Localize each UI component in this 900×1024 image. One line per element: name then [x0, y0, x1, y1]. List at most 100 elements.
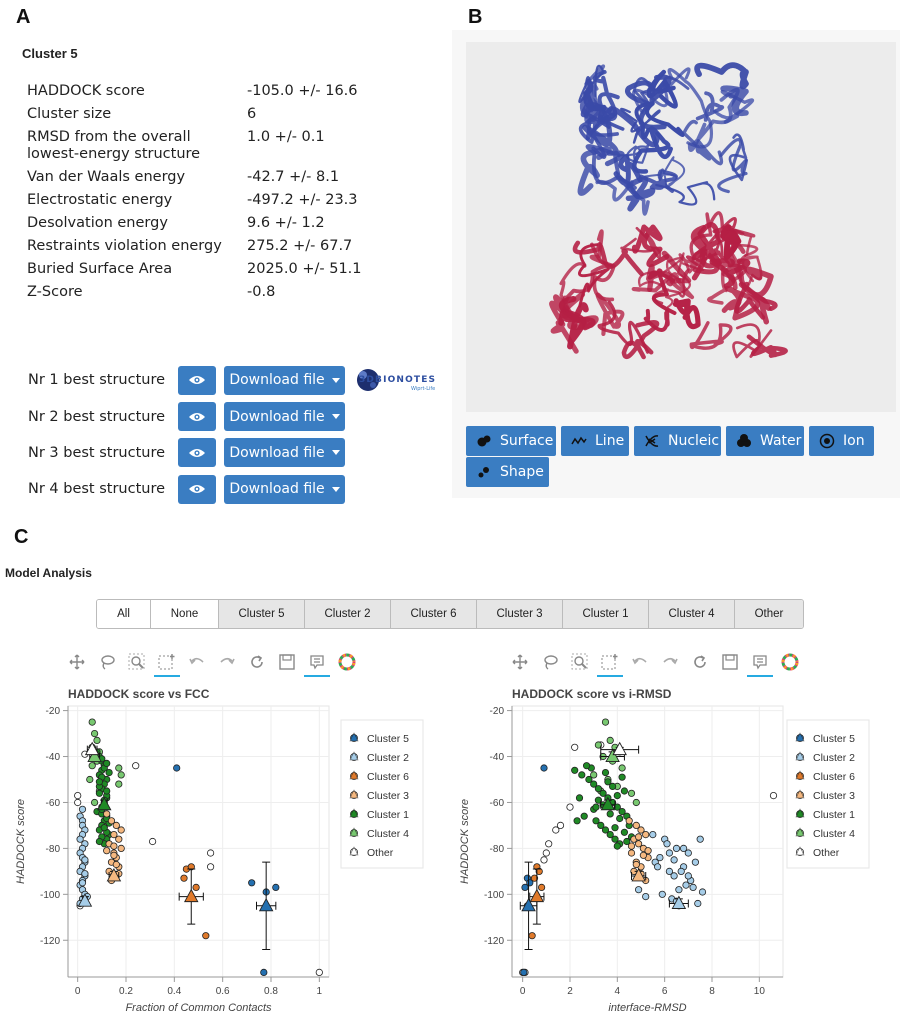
- redo-tool[interactable]: [655, 650, 685, 674]
- point-cluster-3[interactable]: [632, 860, 640, 869]
- point-cluster-1[interactable]: [571, 766, 579, 774]
- point-cluster-4[interactable]: [606, 736, 614, 745]
- point-cluster-1[interactable]: [103, 787, 111, 795]
- legend-entry[interactable]: Cluster 6: [813, 771, 855, 783]
- mean-marker-cluster-2[interactable]: [77, 893, 93, 907]
- box-select-tool[interactable]: [152, 650, 182, 677]
- rep-button-nucleic[interactable]: Nucleic: [634, 426, 721, 456]
- point-cluster-1[interactable]: [601, 826, 610, 834]
- download-file-button[interactable]: Download file: [224, 474, 345, 504]
- point-other[interactable]: [566, 803, 574, 811]
- point-cluster-1[interactable]: [613, 803, 621, 811]
- point-cluster-6[interactable]: [528, 932, 536, 940]
- lasso-tool[interactable]: [92, 650, 122, 674]
- point-cluster-2[interactable]: [76, 835, 84, 843]
- point-cluster-2[interactable]: [684, 872, 692, 880]
- point-cluster-3[interactable]: [642, 831, 650, 839]
- point-cluster-2[interactable]: [81, 870, 89, 878]
- point-cluster-2[interactable]: [665, 867, 673, 875]
- mean-marker-cluster-6[interactable]: [529, 888, 545, 903]
- point-cluster-3[interactable]: [103, 810, 111, 818]
- bokeh-logo-tool[interactable]: [775, 650, 805, 674]
- point-cluster-4[interactable]: [115, 764, 123, 772]
- legend-entry[interactable]: Cluster 2: [813, 752, 855, 764]
- point-cluster-5[interactable]: [260, 968, 268, 976]
- point-cluster-2[interactable]: [663, 840, 671, 848]
- point-cluster-4[interactable]: [627, 789, 636, 797]
- point-cluster-1[interactable]: [599, 789, 607, 797]
- point-cluster-5[interactable]: [540, 764, 548, 772]
- point-cluster-3[interactable]: [112, 860, 120, 869]
- legend-entry[interactable]: Cluster 4: [813, 828, 855, 840]
- point-cluster-6[interactable]: [202, 932, 210, 940]
- point-other[interactable]: [74, 792, 82, 800]
- point-cluster-5[interactable]: [520, 968, 528, 976]
- point-other[interactable]: [769, 792, 778, 800]
- download-file-button[interactable]: Download file: [224, 402, 345, 432]
- point-other[interactable]: [545, 840, 553, 848]
- point-cluster-1[interactable]: [594, 796, 602, 804]
- point-other[interactable]: [315, 968, 323, 976]
- filter-button-cluster-5[interactable]: Cluster 5: [219, 600, 305, 628]
- download-file-button[interactable]: Download file: [224, 365, 345, 395]
- legend-entry[interactable]: Cluster 1: [813, 809, 855, 821]
- point-cluster-5[interactable]: [173, 764, 181, 772]
- legend-entry[interactable]: Cluster 6: [367, 771, 409, 783]
- point-cluster-5[interactable]: [248, 879, 256, 887]
- point-cluster-2[interactable]: [658, 890, 666, 898]
- point-cluster-1[interactable]: [623, 837, 631, 846]
- point-other[interactable]: [74, 798, 82, 807]
- point-cluster-2[interactable]: [642, 893, 650, 901]
- point-cluster-3[interactable]: [627, 842, 636, 850]
- point-cluster-1[interactable]: [573, 817, 581, 825]
- download-file-button[interactable]: Download file: [224, 438, 345, 468]
- point-cluster-4[interactable]: [618, 764, 626, 772]
- point-other[interactable]: [207, 849, 215, 857]
- filter-button-cluster-4[interactable]: Cluster 4: [649, 600, 735, 628]
- legend-entry[interactable]: Cluster 2: [367, 752, 409, 764]
- point-other[interactable]: [540, 856, 548, 864]
- point-cluster-2[interactable]: [677, 867, 685, 875]
- point-cluster-3[interactable]: [110, 842, 118, 850]
- point-cluster-1[interactable]: [611, 835, 619, 843]
- point-cluster-1[interactable]: [95, 837, 104, 846]
- point-cluster-1[interactable]: [609, 782, 617, 791]
- reset-tool[interactable]: [685, 650, 715, 674]
- legend-entry[interactable]: Cluster 5: [367, 733, 409, 745]
- redo-tool[interactable]: [212, 650, 242, 674]
- point-cluster-2[interactable]: [682, 881, 690, 889]
- pan-tool[interactable]: [505, 650, 535, 674]
- plot-irmsd[interactable]: HADDOCK score vs i-RMSD 0 2 4 6 8 10 -20 -40 -60 -…: [445, 682, 900, 1024]
- mean-marker-cluster-2[interactable]: [671, 895, 687, 909]
- point-other[interactable]: [542, 849, 550, 857]
- point-cluster-4[interactable]: [86, 775, 94, 784]
- point-other[interactable]: [571, 743, 579, 751]
- bokeh-logo-tool[interactable]: [332, 650, 362, 674]
- point-cluster-4[interactable]: [91, 729, 99, 738]
- mean-marker-other[interactable]: [612, 741, 627, 756]
- point-cluster-4[interactable]: [115, 780, 123, 788]
- point-cluster-2[interactable]: [672, 844, 681, 852]
- filter-button-none[interactable]: None: [151, 600, 219, 628]
- undo-tool[interactable]: [182, 650, 212, 674]
- point-cluster-1[interactable]: [601, 769, 610, 777]
- view-structure-button[interactable]: [178, 402, 216, 432]
- legend-entry[interactable]: Other: [367, 847, 394, 859]
- point-cluster-1[interactable]: [620, 828, 628, 836]
- point-cluster-1[interactable]: [575, 794, 584, 802]
- mean-marker-cluster-5[interactable]: [521, 897, 536, 912]
- point-cluster-2[interactable]: [654, 863, 662, 871]
- legend-entry[interactable]: Cluster 4: [367, 828, 409, 840]
- point-cluster-1[interactable]: [618, 808, 626, 816]
- legend-entry[interactable]: Cluster 5: [813, 733, 855, 745]
- point-other[interactable]: [556, 821, 565, 829]
- point-other[interactable]: [207, 863, 215, 871]
- rep-button-line[interactable]: Line: [561, 426, 629, 456]
- point-cluster-2[interactable]: [689, 883, 697, 891]
- point-cluster-1[interactable]: [604, 778, 612, 786]
- point-cluster-1[interactable]: [105, 769, 113, 777]
- point-cluster-3[interactable]: [637, 826, 645, 834]
- point-cluster-1[interactable]: [613, 792, 621, 800]
- mean-marker-cluster-3[interactable]: [106, 868, 122, 882]
- point-cluster-1[interactable]: [95, 778, 104, 786]
